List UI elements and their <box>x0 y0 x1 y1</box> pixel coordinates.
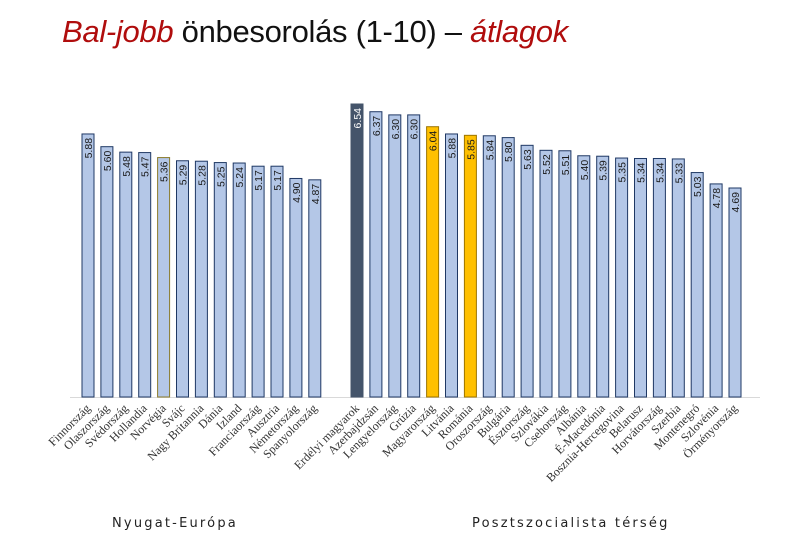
bar <box>119 151 133 398</box>
bar <box>690 172 704 398</box>
bar-value-label: 5.33 <box>673 163 685 184</box>
bar <box>671 158 685 398</box>
bar <box>558 150 572 398</box>
bar-value-label: 5.34 <box>654 162 666 183</box>
bar-value-label: 5.80 <box>503 141 515 162</box>
bar-value-label: 5.25 <box>215 166 227 187</box>
bar-value-label: 6.04 <box>428 131 440 152</box>
bar-value-label: 5.63 <box>522 149 534 170</box>
bar <box>482 135 496 398</box>
bar <box>289 177 303 398</box>
region-label-post-socialist: Posztszocialista térség <box>472 516 670 531</box>
bar-value-label: 5.03 <box>692 176 704 197</box>
bar <box>350 103 364 398</box>
bar-value-label: 5.60 <box>102 151 114 172</box>
bar <box>81 133 95 398</box>
bar-value-label: 5.24 <box>234 167 246 188</box>
bar <box>501 137 515 398</box>
chart-title: Bal-jobb önbesorolás (1-10) – átlagok <box>62 14 568 50</box>
bar <box>615 157 629 398</box>
bar-value-label: 5.47 <box>140 156 152 177</box>
bar-value-label: 6.30 <box>409 119 421 140</box>
bar-value-label: 4.90 <box>291 182 303 203</box>
bar-value-label: 5.28 <box>196 165 208 186</box>
bar <box>232 162 246 398</box>
bar <box>270 165 284 398</box>
bar <box>445 133 458 398</box>
title-part-left-right: Bal-jobb <box>62 14 174 49</box>
bar <box>596 155 610 398</box>
bar-value-label: 5.40 <box>579 160 591 181</box>
bar-value-label: 5.51 <box>560 155 572 176</box>
bar-value-label: 5.84 <box>484 140 496 161</box>
bar <box>407 114 421 398</box>
bar-value-label: 5.52 <box>541 154 553 175</box>
bar <box>426 126 440 398</box>
bar <box>251 165 265 398</box>
bar <box>577 155 591 398</box>
bar-value-label: 5.34 <box>636 162 648 183</box>
bar-value-label: 5.39 <box>598 160 610 181</box>
bar <box>176 160 189 398</box>
region-label-western-europe: Nyugat-Európa <box>112 516 238 531</box>
bar <box>138 152 152 398</box>
bar <box>100 146 114 398</box>
bar <box>308 179 322 398</box>
bar-value-label: 5.36 <box>159 161 171 182</box>
bar-value-label: 5.88 <box>83 138 95 159</box>
bar <box>652 157 666 398</box>
bar <box>157 157 171 398</box>
bar-value-label: 5.85 <box>465 139 477 160</box>
bar-value-label: 4.78 <box>711 188 723 209</box>
bar <box>213 162 227 398</box>
bar-value-label: 4.87 <box>310 184 322 205</box>
bar-value-label: 5.17 <box>272 170 284 191</box>
bar-value-label: 5.29 <box>178 165 190 186</box>
bar-value-label: 6.30 <box>390 119 402 140</box>
bar <box>539 149 553 398</box>
bar <box>388 114 402 398</box>
bar-value-label: 5.17 <box>253 170 265 191</box>
title-part-self-placement: önbesorolás (1-10) – <box>173 14 471 49</box>
bar <box>369 111 383 398</box>
bar-value-label: 5.48 <box>121 156 133 177</box>
bar <box>520 144 534 398</box>
bar <box>634 157 647 398</box>
bar-value-label: 4.69 <box>730 192 742 213</box>
bar <box>709 183 723 398</box>
bar-value-label: 5.35 <box>617 162 629 183</box>
title-part-averages: átlagok <box>470 14 568 49</box>
bar <box>463 134 477 398</box>
bar-value-label: 6.54 <box>352 108 364 129</box>
bar <box>194 160 208 398</box>
bar-value-label: 5.88 <box>447 138 459 159</box>
bar <box>728 187 742 398</box>
bar-value-label: 6.37 <box>371 116 383 137</box>
